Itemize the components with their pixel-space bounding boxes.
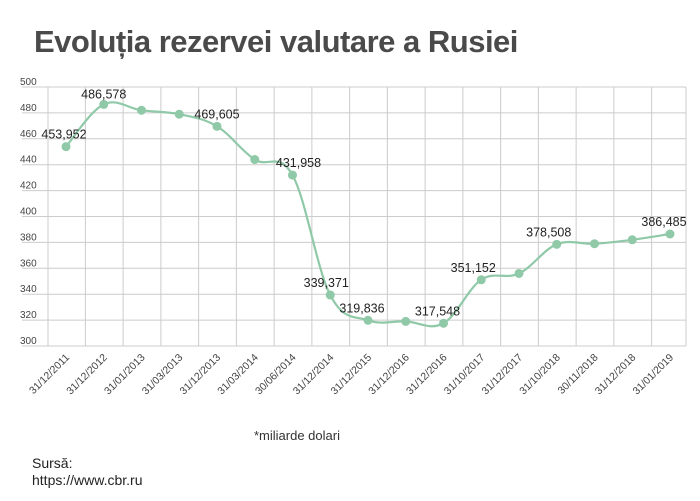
- data-point: [590, 239, 599, 249]
- y-tick-label: 360: [20, 258, 37, 269]
- data-label: 486,578: [81, 87, 126, 101]
- y-axis: 300 320 340 360 380 400 420 440 460 480 500: [20, 77, 37, 347]
- data-point: [325, 290, 335, 300]
- y-tick-label: 380: [20, 232, 37, 243]
- source-url: https://www.cbr.ru: [32, 472, 143, 488]
- y-tick-label: 440: [20, 155, 37, 166]
- data-point: [61, 142, 71, 152]
- x-axis: 31/12/201131/12/201231/01/201331/03/2013…: [27, 352, 676, 398]
- data-point: [99, 99, 109, 109]
- data-label: 386,485: [641, 215, 686, 229]
- grid: [22, 86, 687, 347]
- data-label: 453,952: [41, 128, 86, 142]
- data-point: [137, 105, 146, 115]
- data-label: 378,508: [526, 225, 571, 239]
- y-tick-label: 420: [20, 181, 37, 192]
- y-tick-label: 480: [20, 103, 37, 114]
- data-point: [514, 268, 524, 278]
- y-tick-label: 460: [20, 129, 37, 140]
- x-tick-label: 31/01/2019: [630, 352, 676, 398]
- data-label: 339,371: [304, 276, 349, 290]
- data-point: [174, 109, 184, 119]
- y-tick-label: 340: [20, 284, 37, 295]
- data-point: [401, 316, 411, 326]
- y-tick-label: 400: [20, 207, 37, 218]
- data-point: [665, 229, 675, 239]
- data-label: 469,605: [194, 107, 239, 121]
- data-point: [363, 315, 373, 325]
- y-tick-label: 300: [20, 336, 37, 347]
- data-label: 431,958: [276, 156, 321, 170]
- source-label: Sursă:: [32, 455, 73, 471]
- data-labels: 453,952 486,578 469,605 431,958 339,371 319,8…: [41, 87, 686, 318]
- data-point: [552, 239, 562, 249]
- data-point: [212, 121, 222, 131]
- data-label: 319,836: [339, 301, 384, 315]
- data-label: 351,152: [451, 261, 496, 275]
- y-tick-label: 320: [20, 310, 37, 321]
- source-block: Sursă: https://www.cbr.ru: [32, 455, 142, 489]
- series-line: [65, 101, 671, 328]
- chart-title: Evoluția rezervei valutare a Rusiei: [34, 24, 518, 59]
- data-point: [250, 155, 260, 165]
- y-tick-label: 500: [20, 77, 37, 88]
- data-point: [627, 235, 637, 245]
- data-point: [288, 170, 297, 180]
- x-tick-label: 31/10/2018: [517, 352, 563, 398]
- data-point: [439, 318, 448, 328]
- data-label: 317,548: [415, 304, 460, 318]
- series: [61, 99, 675, 328]
- unit-note: *miliarde dolari: [254, 428, 340, 443]
- data-point: [476, 275, 486, 285]
